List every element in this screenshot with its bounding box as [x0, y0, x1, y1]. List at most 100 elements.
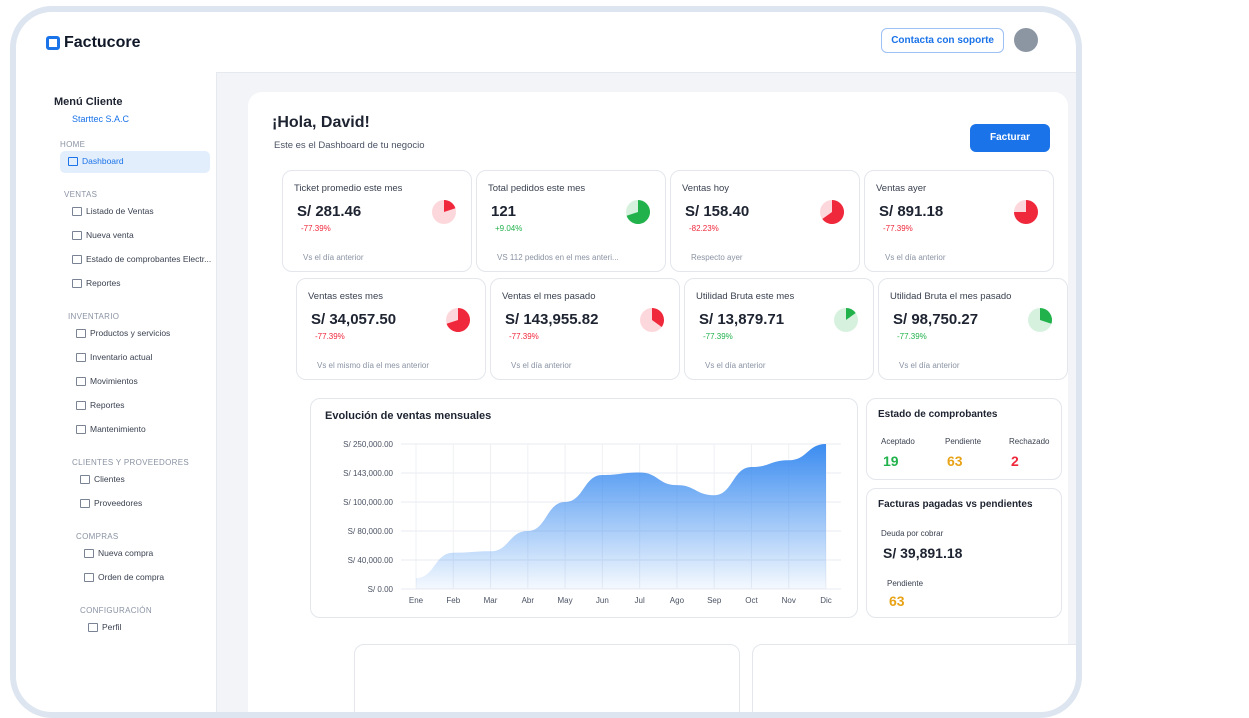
kpi-note: Vs el día anterior: [303, 253, 364, 262]
status-label: Rechazado: [1009, 437, 1050, 446]
kpi-card: Ventas el mes pasado S/ 143,955.82 -77.39%…: [490, 278, 680, 380]
kpi-change: -77.39%: [301, 224, 331, 233]
kpi-pie: [640, 308, 664, 332]
menu-item[interactable]: Reportes: [86, 278, 121, 288]
status-label: Pendiente: [945, 437, 982, 446]
debt-label: Deuda por cobrar: [881, 529, 944, 538]
menu-item[interactable]: Nueva venta: [86, 230, 134, 240]
x-tick-label: Sep: [707, 596, 722, 605]
pie-slice: [1040, 308, 1052, 324]
menu-icon: [76, 353, 86, 362]
menu-icon: [72, 279, 82, 288]
facturar-button[interactable]: Facturar: [970, 124, 1050, 152]
kpi-change: -77.39%: [315, 332, 345, 341]
support-button[interactable]: Contacta con soporte: [881, 28, 1004, 53]
pie-slice: [822, 200, 844, 224]
device-frame: Factucore Menú Cliente Starttec S.A.C HOME D…: [10, 6, 1082, 718]
menu-icon: [72, 231, 82, 240]
section-title: INVENTARIO: [68, 312, 120, 321]
kpi-title: Ticket promedio este mes: [294, 183, 403, 194]
status-label: Aceptado: [881, 437, 915, 446]
section-title: VENTAS: [64, 190, 98, 199]
kpi-pie: [446, 308, 470, 332]
kpi-value: S/ 143,955.82: [505, 311, 599, 328]
pie-slice: [626, 200, 650, 224]
greeting: ¡Hola, David!: [272, 114, 370, 131]
status-value: 63: [947, 453, 963, 469]
kpi-change: -77.39%: [897, 332, 927, 341]
kpi-value: S/ 281.46: [297, 203, 362, 220]
menu-item[interactable]: Productos y servicios: [90, 328, 171, 338]
section-title: HOME: [60, 140, 86, 149]
x-tick-label: Abr: [522, 596, 535, 605]
kpi-card: Total pedidos este mes 121 +9.04% VS 112 pe…: [476, 170, 666, 272]
avatar[interactable]: [1014, 28, 1038, 52]
kpi-change: -77.39%: [509, 332, 539, 341]
kpi-value: S/ 34,057.50: [311, 311, 397, 328]
section-title: CLIENTES Y PROVEEDORES: [72, 458, 190, 467]
menu-item[interactable]: Perfil: [102, 622, 122, 632]
menu-icon: [76, 401, 86, 410]
kpi-card: Ventas estes mes S/ 34,057.50 -77.39% Vs el…: [296, 278, 486, 380]
subtitle: Este es el Dashboard de tu negocio: [274, 140, 425, 151]
y-tick-label: S/ 250,000.00: [343, 440, 393, 449]
pie-slice: [846, 308, 856, 320]
x-tick-label: Feb: [446, 596, 460, 605]
kpi-title: Ventas ayer: [876, 183, 927, 194]
kpi-value: S/ 158.40: [685, 203, 750, 220]
section-title: CONFIGURACIÓN: [80, 606, 152, 615]
menu-item[interactable]: Reportes: [90, 400, 125, 410]
menu-item[interactable]: Clientes: [94, 474, 125, 484]
y-tick-label: S/ 80,000.00: [348, 527, 394, 536]
invoices-title: Facturas pagadas vs pendientes: [878, 499, 1033, 510]
kpi-card: Utilidad Bruta el mes pasado S/ 98,750.27…: [878, 278, 1068, 380]
x-tick-label: Jul: [635, 596, 645, 605]
x-tick-label: Oct: [745, 596, 758, 605]
bottom-card: [354, 644, 740, 712]
brand: Factucore: [64, 34, 141, 51]
kpi-value: S/ 13,879.71: [699, 311, 785, 328]
invoices-card: Facturas pagadas vs pendientes Deuda por …: [866, 488, 1062, 618]
kpi-card: Ventas hoy S/ 158.40 -82.23% Respecto ayer: [670, 170, 860, 272]
menu-item[interactable]: Nueva compra: [98, 548, 154, 558]
kpi-pie: [834, 308, 858, 332]
menu-item[interactable]: Mantenimiento: [90, 424, 146, 434]
active-bg: [60, 151, 210, 173]
pending-value: 63: [889, 593, 905, 609]
debt-value: S/ 39,891.18: [883, 545, 963, 561]
y-tick-label: S/ 143,000.00: [343, 469, 393, 478]
menu-icon: [76, 377, 86, 386]
status-title: Estado de comprobantes: [878, 409, 998, 420]
x-tick-label: Jun: [596, 596, 609, 605]
kpi-card: Ticket promedio este mes S/ 281.46 -77.39%…: [282, 170, 472, 272]
menu-item[interactable]: Proveedores: [94, 498, 143, 508]
chart-card: Evolución de ventas mensuales S/ 0.00 S/ 4…: [310, 398, 858, 618]
menu-icon: [88, 623, 98, 632]
status-value: 2: [1011, 453, 1019, 469]
menu-item[interactable]: Listado de Ventas: [86, 206, 154, 216]
dashboard-panel: ¡Hola, David! Este es el Dashboard de tu …: [248, 92, 1076, 712]
y-tick-label: S/ 40,000.00: [348, 556, 394, 565]
menu-item[interactable]: Estado de comprobantes Electr...: [86, 254, 212, 264]
x-tick-label: May: [558, 596, 573, 605]
kpi-note: Vs el día anterior: [885, 253, 946, 262]
pie-slice: [652, 308, 664, 328]
y-tick-label: S/ 100,000.00: [343, 498, 393, 507]
menu-item[interactable]: Dashboard: [82, 156, 124, 166]
kpi-title: Ventas el mes pasado: [502, 291, 596, 302]
kpi-change: +9.04%: [495, 224, 523, 233]
kpi-value: 121: [491, 203, 517, 220]
menu-item[interactable]: Orden de compra: [98, 572, 165, 582]
x-tick-label: Ene: [409, 596, 424, 605]
kpi-note: Vs el mismo día el mes anterior: [317, 361, 430, 370]
menu-icon: [76, 425, 86, 434]
status-value: 19: [883, 453, 899, 469]
menu-icon: [84, 573, 94, 582]
status-card: Estado de comprobantes Aceptado 19 Pendient…: [866, 398, 1062, 480]
menu-icon: [76, 329, 86, 338]
company[interactable]: Starttec S.A.C: [72, 114, 130, 124]
top-bar: Contacta con soporte: [216, 12, 1076, 73]
menu-item[interactable]: Movimientos: [90, 376, 138, 386]
menu-item[interactable]: Inventario actual: [90, 352, 153, 362]
pie-slice: [1014, 200, 1038, 224]
